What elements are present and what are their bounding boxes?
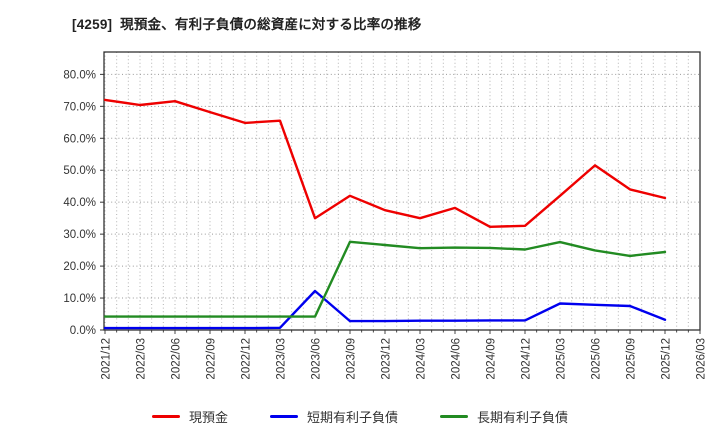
legend-line-swatch xyxy=(269,414,298,418)
legend-item-1: 現預金 xyxy=(151,407,228,426)
legend-label: 長期有利子負債 xyxy=(477,409,569,425)
x-axis-tick-label: 2025/09 xyxy=(626,338,638,380)
x-axis-tick-label: 2024/03 xyxy=(416,338,428,380)
x-axis-tick-label: 2023/03 xyxy=(276,338,288,380)
x-axis-tick-label: 2023/06 xyxy=(311,338,323,380)
x-axis-tick-label: 2022/09 xyxy=(206,338,218,380)
y-axis-tick-label: 50.0% xyxy=(63,165,96,177)
y-axis-tick-label: 20.0% xyxy=(63,261,96,273)
x-axis-tick-label: 2021/12 xyxy=(101,338,113,380)
series-line-現預金 xyxy=(103,98,667,229)
x-axis-tick-label: 2026/03 xyxy=(696,338,708,380)
y-axis-tick-label: 70.0% xyxy=(63,101,96,113)
grid-lines xyxy=(100,52,701,334)
x-axis-tick-label: 2023/09 xyxy=(346,338,358,380)
chart-title: [4259] 現預金、有利子負債の総資産に対する比率の推移 xyxy=(72,17,422,32)
y-axis-tick-label: 80.0% xyxy=(63,69,96,81)
x-axis-tick-label: 2024/09 xyxy=(486,338,498,380)
chart-legend: 現預金 短期有利子負債 長期有利子負債 xyxy=(0,403,720,429)
x-axis-tick-label: 2022/12 xyxy=(241,338,253,380)
y-axis-tick-label: 0.0% xyxy=(70,325,96,337)
x-axis-tick-label: 2022/03 xyxy=(136,338,148,380)
y-axis-tick-label: 30.0% xyxy=(63,229,96,241)
plot-frame xyxy=(103,51,701,331)
x-axis-tick-label: 2024/12 xyxy=(521,338,533,380)
legend-label: 短期有利子負債 xyxy=(306,409,398,425)
legend-line-swatch xyxy=(440,414,468,418)
x-axis-tick-label: 2025/06 xyxy=(591,338,603,380)
x-axis-tick-label: 2024/06 xyxy=(451,338,463,380)
series-line-長期有利子負債 xyxy=(103,240,667,318)
y-axis-tick-label: 10.0% xyxy=(63,293,96,305)
legend-item-2: 短期有利子負債 xyxy=(269,407,398,426)
legend-item-3: 長期有利子負債 xyxy=(440,407,568,426)
y-axis-tick-label: 60.0% xyxy=(63,133,96,145)
legend-label: 現預金 xyxy=(188,409,228,425)
series-line-短期有利子負債 xyxy=(103,289,667,330)
legend-line-swatch xyxy=(151,414,180,418)
x-axis-tick-label: 2023/12 xyxy=(381,338,393,380)
x-axis-tick-label: 2025/03 xyxy=(556,338,568,380)
y-axis-tick-label: 40.0% xyxy=(63,197,96,209)
x-axis-tick-label: 2022/06 xyxy=(171,338,183,380)
x-axis-tick-label: 2025/12 xyxy=(661,338,673,380)
